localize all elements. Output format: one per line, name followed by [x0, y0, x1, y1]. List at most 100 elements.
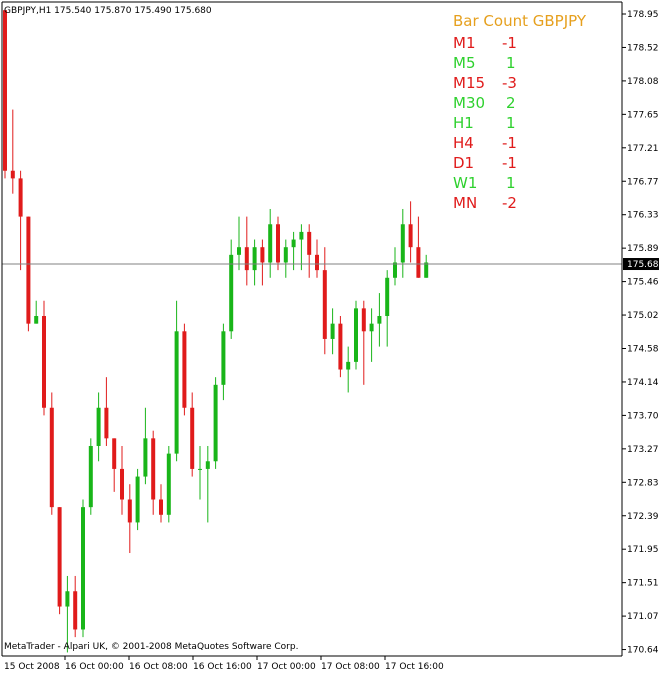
candle-body — [338, 323, 343, 370]
y-tick-label: 171.510 — [627, 579, 659, 589]
candle — [88, 438, 93, 515]
x-tick-label: 16 Oct 16:00 — [193, 662, 252, 672]
candle-body — [276, 224, 280, 263]
candle-body — [221, 331, 226, 385]
candle — [10, 109, 15, 194]
candle-body — [198, 468, 202, 470]
candle — [268, 208, 273, 278]
candle-body — [283, 247, 288, 263]
candle-body — [354, 308, 358, 362]
y-tick-label: 178.950 — [627, 10, 659, 20]
candle-body — [127, 499, 132, 523]
candle — [96, 392, 101, 462]
candle-body — [88, 445, 93, 508]
candle-body — [377, 316, 382, 324]
y-tick-label: 176.330 — [627, 211, 659, 221]
candle-body — [57, 507, 62, 607]
candle-body — [104, 407, 109, 439]
candle — [322, 247, 327, 355]
candle — [369, 308, 374, 362]
bar-count-value: -1 — [502, 134, 517, 152]
candle-body — [291, 239, 296, 248]
candle-body — [369, 323, 374, 332]
candle — [159, 484, 163, 523]
bar-count-row-m5: M5 1 — [453, 54, 516, 72]
candle — [127, 484, 132, 554]
candle — [283, 239, 288, 278]
candle-body — [81, 507, 85, 630]
candles-layer — [3, 10, 429, 653]
candle — [252, 239, 257, 286]
candle — [42, 300, 46, 416]
candle — [315, 239, 319, 278]
x-tick-label: 15 Oct 2008 — [4, 662, 60, 672]
candle-body — [65, 591, 70, 607]
candle-body — [322, 270, 327, 339]
candle — [244, 216, 249, 286]
candle — [205, 445, 210, 523]
candle-body — [120, 468, 124, 500]
candle — [385, 270, 390, 347]
candle-body — [166, 453, 171, 515]
candle-body — [112, 438, 117, 469]
bar-count-value: 1 — [506, 54, 516, 72]
candle — [424, 254, 429, 278]
candle-body — [361, 308, 366, 332]
candle-body — [174, 331, 179, 454]
bar-count-value: -1 — [502, 34, 517, 52]
candle — [166, 445, 171, 523]
current-price-label: 175.680 — [627, 260, 659, 270]
candle-body — [268, 224, 273, 263]
candle — [112, 438, 117, 492]
candle — [229, 239, 234, 339]
candle-body — [205, 461, 210, 469]
candle-body — [42, 316, 46, 408]
candle-body — [96, 407, 101, 446]
candle-body — [73, 591, 78, 630]
bar-count-value: 2 — [506, 94, 516, 112]
timeframe-label: H1 — [453, 114, 474, 132]
y-tick-label: 178.080 — [627, 77, 659, 87]
y-tick-label: 178.520 — [627, 43, 659, 53]
candle-body — [299, 231, 304, 240]
bar-count-value: 1 — [506, 174, 516, 192]
candle-body — [190, 407, 195, 469]
timeframe-label: M15 — [453, 74, 486, 92]
candle-body — [408, 224, 413, 248]
candle-body — [346, 361, 351, 370]
candle — [182, 323, 187, 416]
bar-count-row-m30: M30 2 — [453, 94, 516, 112]
y-tick-label: 175.890 — [627, 244, 659, 254]
candle — [307, 224, 312, 278]
bar-count-row-d1: D1 -1 — [453, 154, 517, 172]
candle — [260, 239, 265, 286]
y-tick-label: 177.650 — [627, 110, 659, 120]
candle — [361, 300, 366, 385]
candle-body — [213, 384, 218, 462]
bar-count-row-h1: H1 1 — [453, 114, 516, 132]
x-tick-label: 17 Oct 16:00 — [385, 662, 444, 672]
timeframe-label: W1 — [453, 174, 478, 192]
x-tick-label: 16 Oct 08:00 — [129, 662, 188, 672]
timeframe-label: M30 — [453, 94, 486, 112]
candle — [330, 308, 335, 355]
candle — [213, 377, 218, 469]
bar-count-row-m15: M15 -3 — [453, 74, 517, 92]
x-tick-label: 16 Oct 00:00 — [65, 662, 124, 672]
y-tick-label: 172.390 — [627, 512, 659, 522]
candle — [18, 170, 23, 271]
y-tick-label: 170.640 — [627, 646, 659, 656]
candle-body — [182, 331, 187, 408]
candle-body — [424, 262, 429, 278]
y-tick-label: 175.460 — [627, 278, 659, 288]
candle-body — [18, 178, 23, 217]
bar-count-value: 1 — [506, 114, 516, 132]
candle-body — [229, 254, 234, 332]
candle-body — [135, 476, 140, 523]
candle — [198, 445, 202, 500]
candle-body — [330, 323, 335, 339]
candle — [190, 392, 195, 477]
candle — [57, 507, 62, 615]
